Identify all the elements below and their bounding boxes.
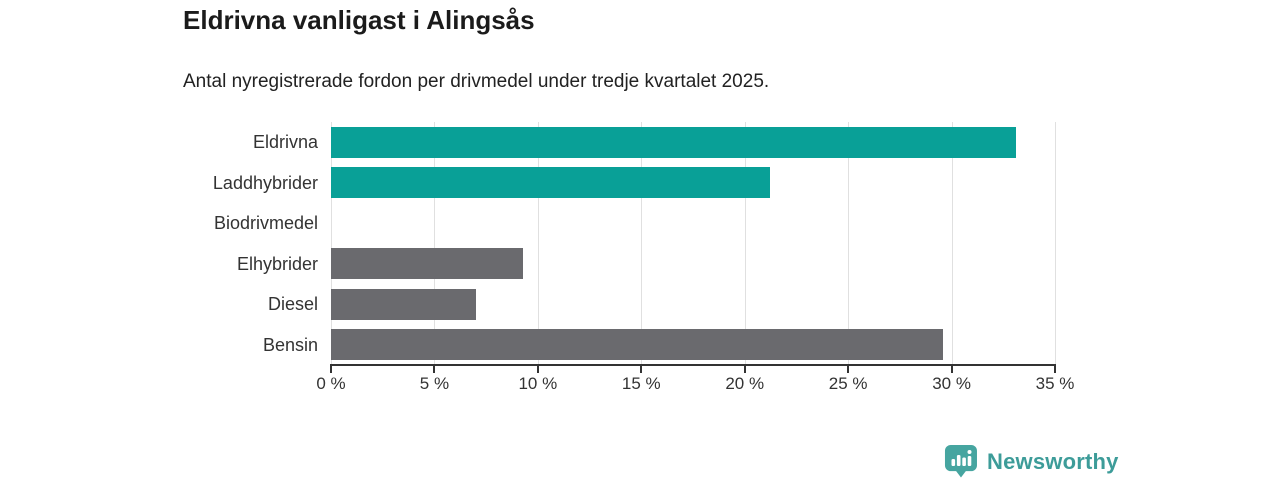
plot-area (331, 122, 1056, 365)
x-tick-5 (433, 366, 436, 373)
x-tick-35 (1054, 366, 1056, 373)
x-tick-20 (743, 366, 746, 373)
chart-title: Eldrivna vanligast i Alingsås (183, 5, 535, 35)
gridline-35 (1055, 122, 1056, 365)
x-tick-label-10: 10 % (518, 374, 558, 393)
bar-eldrivna (331, 126, 1016, 158)
bar-diesel (331, 288, 476, 320)
gridline-0 (331, 122, 332, 365)
x-tick-label-0: 0 % (316, 374, 346, 393)
x-tick-label-35: 35 % (1035, 374, 1075, 393)
x-tick-label-5: 5 % (419, 374, 450, 393)
category-label-bensin: Bensin (262, 334, 318, 355)
x-tick-label-15: 15 % (621, 374, 661, 393)
x-tick-label-20: 20 % (725, 374, 765, 393)
gridline-20 (744, 122, 746, 365)
gridline-25 (848, 122, 850, 365)
category-label-biodrivmedel: Biodrivmedel (213, 213, 318, 233)
x-tick-15 (640, 366, 643, 373)
gridline-30 (951, 122, 953, 365)
newsworthy-logo: Newsworthy (944, 444, 1119, 480)
x-tick-25 (847, 366, 850, 373)
newsworthy-logo-text: Newsworthy (987, 449, 1119, 474)
x-tick-10 (536, 366, 539, 373)
gridline-10 (537, 122, 539, 365)
x-axis-line (330, 364, 1056, 366)
x-tick-label-25: 25 % (828, 374, 868, 393)
newsworthy-chart-bubble-icon (944, 444, 977, 478)
x-tick-label-30: 30 % (932, 374, 971, 393)
chart-subtitle: Antal nyregistrerade fordon per drivmede… (183, 71, 770, 92)
x-tick-30 (950, 366, 953, 373)
category-label-eldrivna: Eldrivna (252, 132, 318, 152)
category-label-elhybrider: Elhybrider (236, 253, 318, 274)
x-tick-0 (330, 366, 332, 373)
category-label-diesel: Diesel (267, 294, 318, 314)
gridline-5 (434, 122, 436, 365)
bar-bensin (331, 329, 944, 361)
category-label-laddhybrider: Laddhybrider (212, 172, 318, 193)
bar-laddhybrider (331, 167, 770, 199)
bar-elhybrider (331, 248, 524, 280)
gridline-15 (641, 122, 643, 365)
category-axis-labels: Eldrivna Laddhybrider Biodrivmedel Elhybrid… (0, 122, 318, 365)
